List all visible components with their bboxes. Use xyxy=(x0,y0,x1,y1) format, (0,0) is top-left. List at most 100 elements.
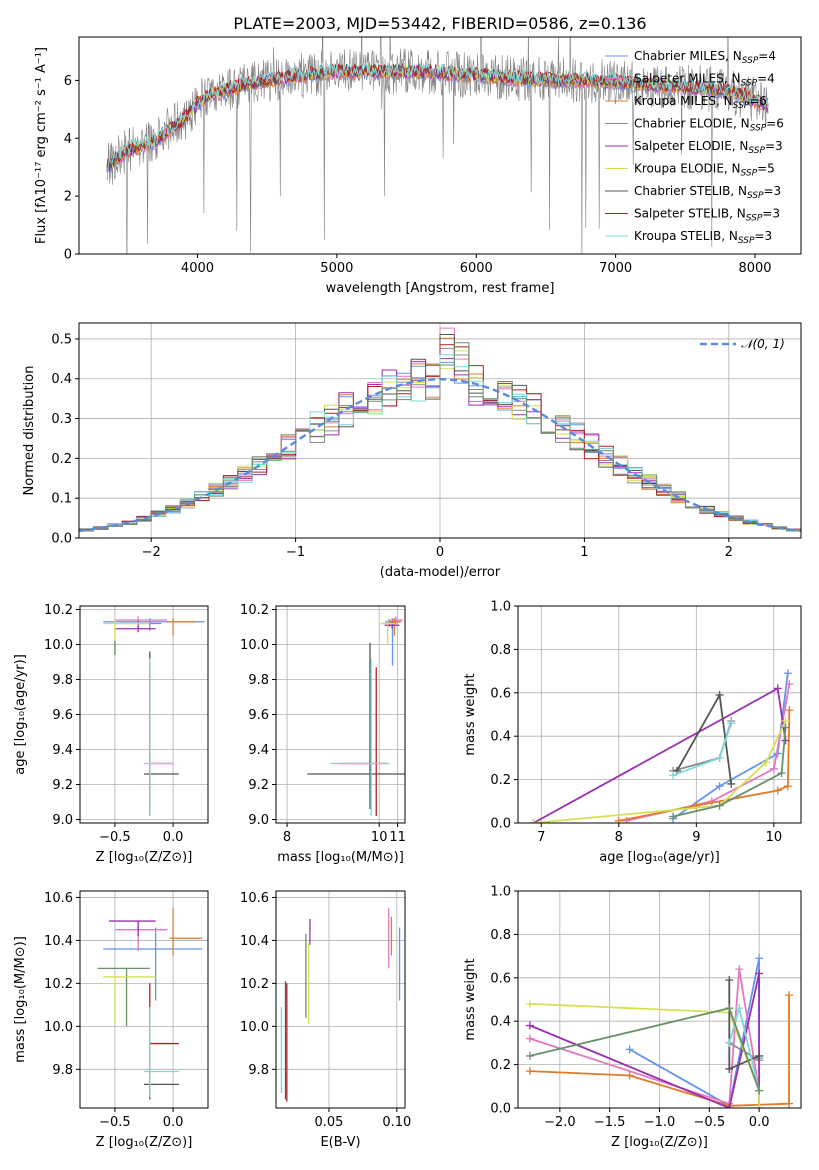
mass_vs_Z-ytick-label: 10.2 xyxy=(44,977,73,992)
weight-marker xyxy=(781,723,790,732)
weight-marker xyxy=(525,1051,534,1060)
age_vs_mass-ytick-label: 9.0 xyxy=(248,813,269,828)
weight-marker xyxy=(725,1104,734,1108)
weight_vs_age-panel: 7 8 9 10 0.0 0.2 0.4 0.6 0.8 1.0 age [log₁₀(age/yr… xyxy=(463,600,802,865)
age_vs_mass-ytick-label: 9.2 xyxy=(248,778,269,793)
mass_vs_Z-ytick-label: 10.0 xyxy=(44,1020,73,1035)
age_vs_mass-xtick-label: 8 xyxy=(283,830,291,845)
residual-histogram xyxy=(79,342,801,533)
spectrum-xtick-label: 5000 xyxy=(320,261,353,276)
residuals-ytick-label: 0.1 xyxy=(51,492,72,507)
weight-marker xyxy=(625,1071,634,1080)
weight_vs_age-xlabel: age [log₁₀(age/yr)] xyxy=(599,850,720,865)
weight_vs_Z-xtick-label: −1.5 xyxy=(594,1115,626,1130)
spectrum-legend: Chabrier MILES, NSSP=4 Salpeter MILES, NS… xyxy=(605,49,784,246)
mass_vs_Z-frame xyxy=(79,890,209,1109)
mass_vs_EBV-ytick-label: 10.4 xyxy=(240,934,269,949)
weight-marker xyxy=(525,1067,534,1076)
residuals-ytick-label: 0.3 xyxy=(51,412,72,427)
mass_vs_Z-ytick-label: 9.8 xyxy=(52,1063,73,1078)
spectrum-xtick-label: 4000 xyxy=(181,261,214,276)
residuals-ytick-label: 0.5 xyxy=(51,332,72,347)
weight_vs_Z-ylabel: mass weight xyxy=(463,958,478,1040)
weight_vs_Z-xlabel: Z [log₁₀(Z/Z⊙)] xyxy=(611,1135,708,1150)
weight-marker xyxy=(669,812,678,821)
weight-line xyxy=(626,683,791,822)
spectrum-xtick-label: 7000 xyxy=(599,261,632,276)
weight-line xyxy=(672,727,787,818)
weight_vs_age-ytick-label: 0.8 xyxy=(490,643,511,658)
legend-entry: Chabrier MILES, NSSP=4 xyxy=(634,49,776,66)
age_vs_Z-plot-area xyxy=(103,616,205,816)
weight_vs_Z-xtick-label: 0.0 xyxy=(749,1115,770,1130)
spectrum-ytick-label: 4 xyxy=(64,132,72,147)
weight_vs_age-ytick-label: 1.0 xyxy=(490,600,511,615)
age_vs_mass-plot-area xyxy=(307,616,405,816)
age_vs_Z-ytick-label: 9.2 xyxy=(52,778,73,793)
weight_vs_Z-plot-area xyxy=(525,954,794,1108)
weight-marker xyxy=(783,782,792,791)
weight_vs_age-ylabel: mass weight xyxy=(463,673,478,755)
mass_vs_EBV-ytick-label: 9.8 xyxy=(248,1063,269,1078)
weight-marker xyxy=(755,1086,764,1095)
weight-marker xyxy=(769,764,778,773)
age_vs_mass-xlabel: mass [log₁₀(M/M⊙)] xyxy=(277,850,404,865)
legend-entry: Kroupa STELIB, NSSP=3 xyxy=(634,229,772,246)
mass_vs_EBV-xtick-label: 0.05 xyxy=(314,1115,343,1130)
legend-entry: Chabrier ELODIE, NSSP=6 xyxy=(634,117,784,134)
weight_vs_Z-ytick-label: 0.0 xyxy=(490,1102,511,1117)
weight-marker xyxy=(755,1104,764,1108)
weight-marker xyxy=(715,690,724,699)
weight-marker xyxy=(777,769,786,778)
weight_vs_Z-frame xyxy=(517,890,802,1109)
weight-marker xyxy=(735,1004,744,1013)
mass_vs_Z-plot-area xyxy=(97,908,203,1100)
age_vs_Z-xlabel: Z [log₁₀(Z/Z⊙)] xyxy=(96,850,193,865)
weight_vs_Z-xtick-label: −1.0 xyxy=(644,1115,676,1130)
weight_vs_Z-ytick-label: 1.0 xyxy=(490,885,511,900)
weight-marker xyxy=(725,1064,734,1073)
weight-marker xyxy=(785,991,794,1000)
age_vs_mass-xtick-label: 10 xyxy=(371,830,388,845)
age_vs_mass-ytick-label: 10.0 xyxy=(240,638,269,653)
weight-marker xyxy=(525,999,534,1008)
mass_vs_EBV-ytick-label: 10.2 xyxy=(240,977,269,992)
residuals-ylabel: Normed distribution xyxy=(22,366,37,496)
weight-marker xyxy=(622,816,631,823)
spectrum-ytick-label: 2 xyxy=(64,190,72,205)
spectrum-model-line xyxy=(106,62,769,171)
weight_vs_Z-ytick-label: 0.2 xyxy=(490,1058,511,1073)
weight-marker xyxy=(785,706,794,715)
mass_vs_EBV-ytick-label: 10.6 xyxy=(240,891,269,906)
weight_vs_Z-panel: −2.0 −1.5 −1.0 −0.5 0.0 0.0 0.2 0.4 0.6 0.8 1.0 Z [… xyxy=(463,885,802,1150)
age_vs_mass-ytick-label: 9.6 xyxy=(248,708,269,723)
age_vs_Z-ytick-label: 9.8 xyxy=(52,673,73,688)
weight_vs_age-plot-area xyxy=(529,669,794,823)
age_vs_Z-ytick-label: 10.2 xyxy=(44,603,73,618)
age_vs_Z-xtick-label: 0.0 xyxy=(163,830,184,845)
residuals-xlabel: (data-model)/error xyxy=(380,565,501,580)
age_vs_Z-ytick-label: 10.0 xyxy=(44,638,73,653)
weight_vs_Z-ytick-label: 0.4 xyxy=(490,1015,511,1030)
weight-marker xyxy=(783,669,792,678)
residuals-xtick-label: 2 xyxy=(725,545,733,560)
legend-entry: Chabrier STELIB, NSSP=3 xyxy=(634,184,781,201)
weight-marker xyxy=(715,801,724,810)
age_vs_Z-frame xyxy=(79,605,209,824)
legend-entry: Salpeter MILES, NSSP=4 xyxy=(634,72,775,89)
legend-entry: Salpeter STELIB, NSSP=3 xyxy=(634,207,780,224)
mass_vs_EBV-ytick-label: 10.0 xyxy=(240,1020,269,1035)
weight_vs_age-xtick-label: 7 xyxy=(537,830,545,845)
spectrum-xtick-label: 6000 xyxy=(460,261,493,276)
figure-title: PLATE=2003, MJD=53442, FIBERID=0586, z=0… xyxy=(233,14,646,33)
weight-marker xyxy=(785,680,794,689)
mass_vs_EBV-xtick-label: 0.10 xyxy=(382,1115,411,1130)
weight_vs_age-frame xyxy=(517,605,802,824)
weight-marker xyxy=(755,1051,764,1060)
weight_vs_age-ytick-label: 0.4 xyxy=(490,730,511,745)
weight-marker xyxy=(625,1045,634,1054)
weight-line xyxy=(529,968,760,1105)
age_vs_Z-panel: −0.5 0.0 9.0 9.2 9.4 9.6 9.8 10.0 10.2 Z [log₁₀(Z… xyxy=(13,603,209,865)
age_vs_mass-ytick-label: 9.4 xyxy=(248,743,269,758)
